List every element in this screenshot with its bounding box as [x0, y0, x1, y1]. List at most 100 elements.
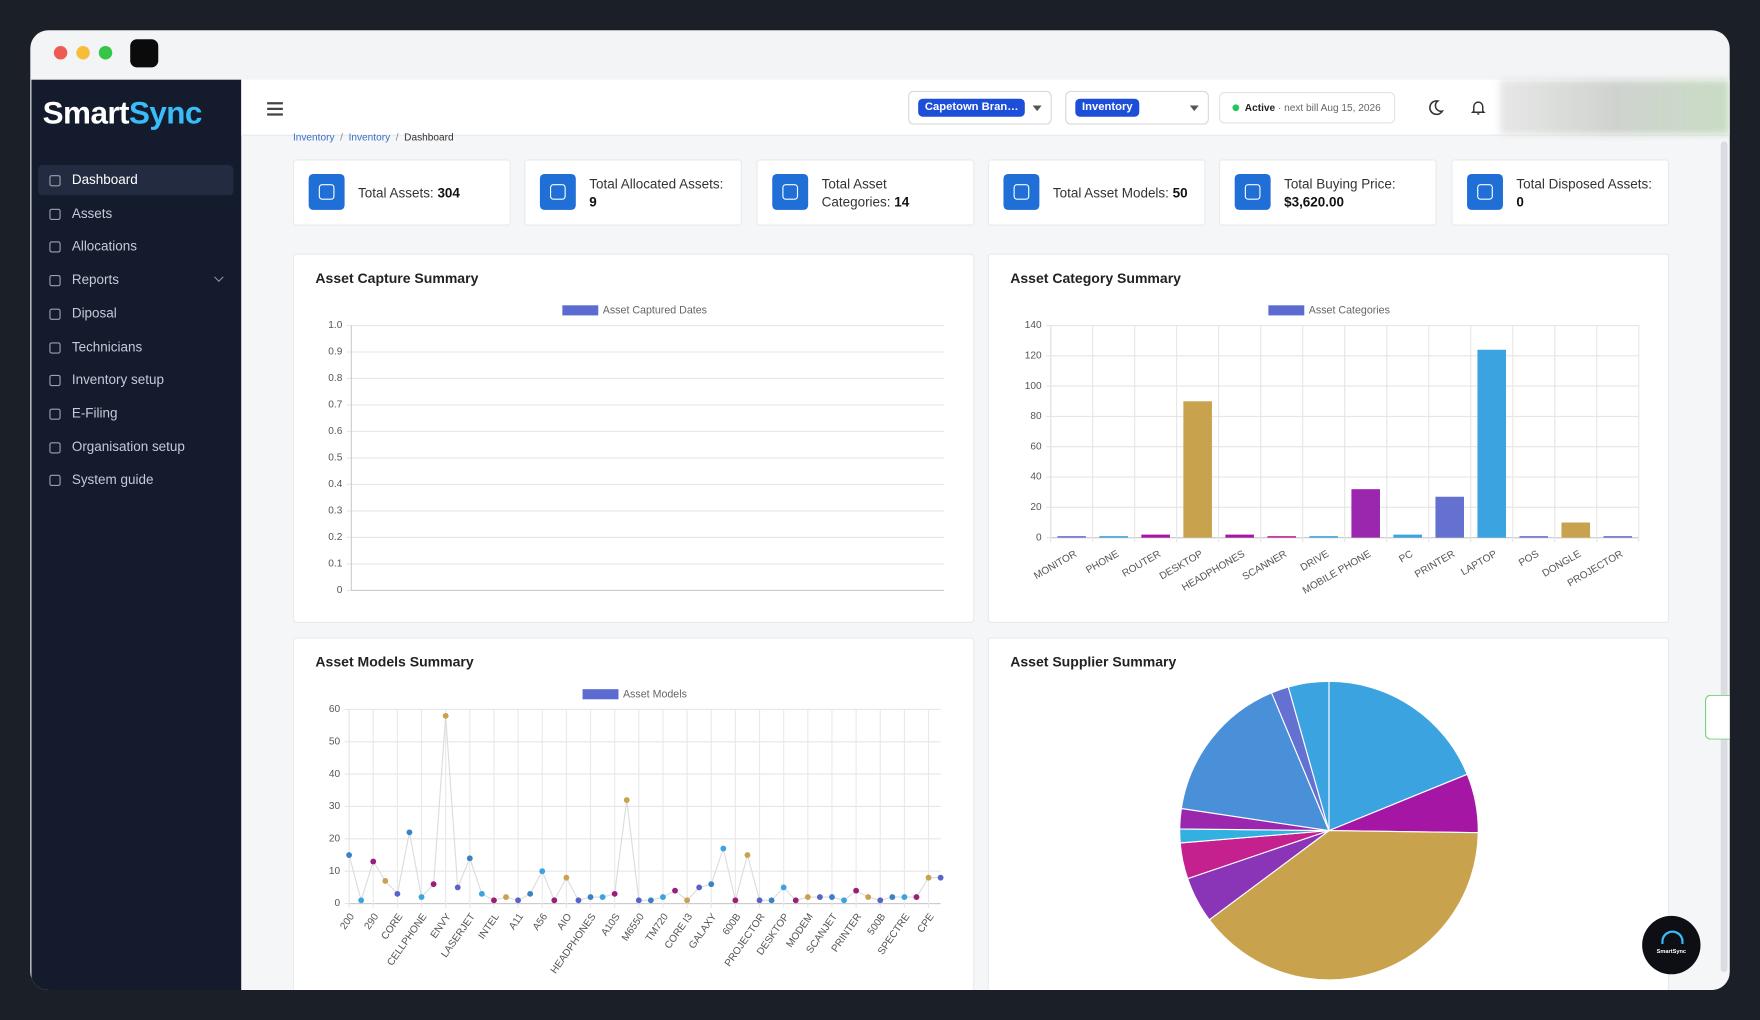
stat-label: Total Assets: [358, 184, 434, 201]
nav-item[interactable]: Organisation setup [38, 432, 233, 462]
bar [1099, 536, 1128, 538]
crumb: Dashboard [404, 131, 454, 143]
pie-slice [1208, 830, 1479, 981]
stat-label: Total Buying Price: [1284, 175, 1396, 192]
point [696, 884, 703, 891]
x-tick-label: LAPTOP [1459, 549, 1499, 578]
bar [1141, 534, 1170, 538]
module-select[interactable]: Inventory [1065, 90, 1209, 125]
notifications[interactable] [1469, 99, 1487, 117]
point [515, 897, 522, 904]
nav-item[interactable]: Inventory setup [38, 365, 233, 395]
bar [1309, 536, 1338, 538]
point [780, 884, 787, 891]
stat-card: Total Allocated Assets: 9 [524, 159, 742, 226]
stat-card: Total Asset Models: 50 [987, 159, 1206, 226]
y-tick-label: 120 [1025, 350, 1042, 361]
nav-label: System guide [71, 471, 154, 488]
x-tick-label: M6550 [620, 911, 647, 943]
x-tick-label: 290 [363, 911, 382, 931]
point [660, 894, 666, 901]
y-tick-label: 10 [329, 866, 341, 877]
point [611, 890, 618, 897]
point [913, 894, 920, 901]
stat-value: 9 [589, 193, 597, 210]
legend-label: Asset Models [623, 689, 687, 701]
y-tick-label: 80 [1030, 411, 1042, 422]
point [503, 894, 509, 901]
nav-item[interactable]: Technicians [38, 332, 233, 362]
x-tick-label: HEADPHONES [549, 912, 599, 976]
stat-label: Total Asset Models: [1052, 184, 1169, 201]
bar [1267, 536, 1296, 538]
stat-label: Total Asset Categories: [821, 175, 891, 210]
chart-card: Asset Models Summary [292, 637, 975, 991]
stat-card: Total Buying Price: $3,620.00 [1218, 159, 1437, 226]
nav-label: Diposal [71, 305, 117, 321]
nav-item[interactable]: Assets [38, 198, 233, 228]
y-tick-label: 40 [329, 769, 341, 780]
close-dot[interactable] [53, 46, 68, 60]
nav-item[interactable]: Dashboard [38, 165, 234, 196]
stat-value: 14 [894, 193, 910, 210]
stat-card: Total Asset Categories: 14 [756, 159, 975, 226]
x-tick-label: CPE [916, 912, 937, 936]
branch-select[interactable]: Capetown Bran… [908, 90, 1052, 125]
stat-card: Total Assets: 304 [292, 159, 511, 226]
point [647, 897, 654, 904]
point [829, 894, 835, 901]
point [877, 897, 884, 904]
crumb[interactable]: Inventory [348, 131, 391, 143]
stat-value: $3,620.00 [1284, 193, 1345, 210]
pie-slice [1328, 680, 1468, 832]
bar [1435, 496, 1465, 538]
side-widget[interactable] [1705, 694, 1730, 740]
maximize-dot[interactable] [98, 46, 113, 60]
chart-title: Asset Capture Summary [315, 270, 479, 287]
nav-item[interactable]: Allocations [38, 232, 233, 262]
y-tick-label: 0.8 [328, 373, 342, 384]
chart-title: Asset Category Summary [1010, 270, 1181, 287]
minimize-dot[interactable] [76, 46, 90, 60]
point [430, 881, 437, 888]
x-tick-label: 500B [866, 912, 889, 938]
nav-label: Organisation setup [71, 438, 185, 455]
y-tick-label: 0.1 [328, 559, 342, 570]
y-tick-label: 0.4 [328, 479, 342, 490]
theme-toggle[interactable] [1427, 99, 1445, 117]
y-tick-label: 40 [1030, 472, 1042, 483]
point [551, 897, 558, 904]
crumb[interactable]: Inventory [292, 131, 335, 143]
point [768, 897, 775, 904]
profile-area[interactable] [1499, 79, 1730, 135]
nav-label: Technicians [71, 338, 143, 355]
legend-label: Asset Categories [1309, 305, 1390, 317]
y-tick-label: 60 [329, 704, 341, 715]
point [672, 887, 678, 894]
point [635, 897, 642, 904]
nav-item[interactable]: Diposal [38, 298, 233, 328]
nav-label: E-Filing [71, 405, 118, 421]
nav-label: Assets [71, 205, 113, 221]
assistant-button[interactable]: SmartSync [1642, 915, 1701, 975]
point [816, 894, 823, 901]
point [853, 887, 860, 894]
point [792, 897, 799, 904]
x-tick-label: PRINTER [1413, 549, 1457, 581]
bar [1519, 536, 1549, 538]
y-tick-label: 0 [1036, 532, 1042, 543]
y-tick-label: 0.2 [328, 532, 342, 543]
brand-b: Sync [128, 95, 202, 131]
x-tick-label: ROUTER [1121, 549, 1163, 580]
bar [1225, 534, 1254, 538]
point [442, 712, 449, 719]
menu-toggle[interactable] [267, 102, 283, 104]
status: Active · next bill Aug 15, 2026 [1218, 92, 1396, 124]
y-tick-label: 30 [329, 801, 341, 812]
scrollbar[interactable] [1720, 141, 1728, 973]
nav-item[interactable]: Reports [38, 265, 233, 295]
browser-window: SmartSync Dashboard Assets Allocations Repo… [30, 30, 1730, 991]
nav-item[interactable]: System guide [38, 465, 233, 495]
nav-item[interactable]: E-Filing [38, 398, 233, 428]
